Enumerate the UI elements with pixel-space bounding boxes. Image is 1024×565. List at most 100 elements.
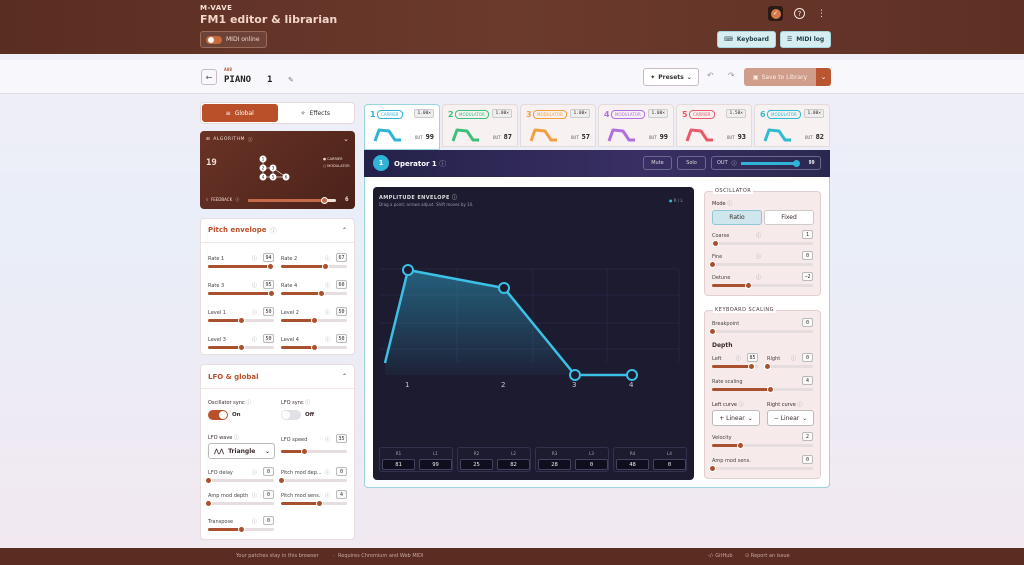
lfo-pitch-mod-dep--param[interactable]: Pitch mod dep... ⓘ 0	[278, 467, 347, 484]
lfo-pitch-mod-sens--value[interactable]: 4	[336, 490, 347, 499]
operator-tab-6[interactable]: 6 MODULATOR 1.00× OUT 82	[754, 104, 830, 147]
solo-button[interactable]: Solo	[677, 156, 706, 170]
mute-button[interactable]: Mute	[643, 156, 672, 170]
level-field-input[interactable]: 99	[419, 459, 452, 470]
operator-tab-5[interactable]: 5 CARRIER 1.50× OUT 93	[676, 104, 752, 147]
tab-global[interactable]: ≡ Global	[202, 104, 278, 122]
pitch-level-1-param[interactable]: Level 1 ⓘ 50	[208, 307, 274, 324]
keyboard-button[interactable]: ⌨ Keyboard	[717, 31, 776, 48]
pitch-envelope-header[interactable]: Pitch envelope ⓘ ⌃	[201, 219, 354, 243]
help-icon[interactable]: ?	[792, 6, 807, 21]
lfo-amp-mod-depth-param[interactable]: Amp mod depth ⓘ 0	[205, 490, 274, 507]
pitch-rate-4-param[interactable]: Rate 4 ⓘ 60	[281, 280, 347, 297]
lfo-lfo-delay-slider[interactable]	[205, 477, 274, 484]
pitch-rate-1-value[interactable]: 94	[263, 253, 274, 262]
operator-tab-4[interactable]: 4 MODULATOR 1.00× OUT 99	[598, 104, 674, 147]
lfo-transpose-slider[interactable]	[208, 526, 274, 533]
pitch-level-1-value[interactable]: 50	[263, 307, 274, 316]
midi-status-toggle[interactable]: MIDI online	[200, 31, 267, 48]
level-field-input[interactable]: 0	[575, 459, 608, 470]
osc-fine-param[interactable]: Fine ⓘ 0	[709, 251, 813, 268]
operator-output-control[interactable]: OUT ⓘ 99	[711, 156, 821, 170]
osc-coarse-value[interactable]: 1	[802, 230, 813, 239]
pitch-level-1-slider[interactable]	[208, 317, 274, 324]
chevron-down-icon[interactable]: ⌄	[343, 135, 349, 143]
mode-fixed-button[interactable]: Fixed	[764, 210, 814, 225]
operator-tab-1[interactable]: 1 CARRIER 1.00× OUT 99	[364, 104, 440, 150]
rate-field-input[interactable]: 48	[616, 459, 649, 470]
more-menu-icon[interactable]: ⋮	[817, 8, 826, 19]
osc-detune-slider[interactable]	[712, 282, 813, 289]
depth-left-param[interactable]: Left ⓘ 85	[712, 353, 758, 370]
pitch-rate-1-slider[interactable]	[208, 263, 275, 270]
osc-detune-param[interactable]: Detune ⓘ −2	[712, 272, 813, 289]
avatar[interactable]: ✓	[768, 6, 783, 21]
lfo-amp-mod-depth-slider[interactable]	[205, 500, 274, 507]
undo-icon[interactable]: ↶	[707, 71, 714, 80]
velocity-param[interactable]: Velocity 2	[712, 432, 813, 449]
pitch-rate-3-value[interactable]: 95	[263, 280, 274, 289]
pitch-level-2-param[interactable]: Level 2 ⓘ 50	[281, 307, 347, 324]
rate-field-input[interactable]: 28	[538, 459, 571, 470]
osc-coarse-slider[interactable]	[712, 240, 813, 247]
redo-icon[interactable]: ↷	[728, 71, 735, 80]
report-issue-link[interactable]: ⊙ Report an issue	[745, 553, 790, 559]
pitch-level-3-slider[interactable]	[208, 344, 274, 351]
back-arrow-icon[interactable]: ←	[201, 69, 217, 85]
pitch-rate-1-param[interactable]: Rate 1 ⓘ 94	[208, 253, 275, 270]
lfo-pitch-mod-sens--slider[interactable]	[281, 500, 347, 507]
pitch-rate-4-value[interactable]: 60	[336, 280, 347, 289]
lfo-pitch-mod-dep--slider[interactable]	[278, 477, 347, 484]
pitch-rate-2-param[interactable]: Rate 2 ⓘ 67	[281, 253, 347, 270]
lfo-transpose-value[interactable]: 0	[263, 516, 274, 525]
pitch-rate-3-slider[interactable]	[208, 290, 275, 297]
github-link[interactable]: ‹/› GitHub	[708, 553, 733, 559]
algorithm-card[interactable]: ⊞ ALGORITHM ⓘ ⌄ 19 1 2 3 4 5 6 ● CARRIER ○…	[200, 131, 355, 209]
pitch-rate-4-slider[interactable]	[281, 290, 347, 297]
pitch-rate-3-param[interactable]: Rate 3 ⓘ 95	[208, 280, 275, 297]
osc-detune-value[interactable]: −2	[802, 272, 813, 281]
pencil-icon[interactable]: ✎	[288, 76, 294, 84]
pitch-level-3-param[interactable]: Level 3 ⓘ 50	[208, 334, 274, 351]
left-curve-select[interactable]: + Linear ⌄	[712, 410, 760, 426]
lfo-amp-mod-depth-value[interactable]: 0	[263, 490, 274, 499]
osc-coarse-param[interactable]: Coarse ⓘ 1	[712, 230, 813, 247]
pitch-rate-2-slider[interactable]	[281, 263, 347, 270]
pitch-level-4-param[interactable]: Level 4 ⓘ 50	[281, 334, 347, 351]
save-to-library-button[interactable]: ▣ Save to Library	[744, 68, 816, 86]
lfo-sync-toggle[interactable]	[281, 410, 301, 420]
lfo-speed-param[interactable]: LFO speed ⓘ 35	[281, 434, 347, 455]
right-curve-select[interactable]: − Linear ⌄	[767, 410, 814, 426]
operator-tab-2[interactable]: 2 MODULATOR 1.00× OUT 87	[442, 104, 518, 147]
lfo-lfo-delay-param[interactable]: LFO delay ⓘ 0	[205, 467, 274, 484]
osc-fine-slider[interactable]	[709, 261, 813, 268]
presets-button[interactable]: ✦ Presets ⌄	[643, 68, 699, 86]
envelope-graph[interactable]	[379, 247, 684, 397]
pitch-rate-2-value[interactable]: 67	[336, 253, 347, 262]
osc-fine-value[interactable]: 0	[802, 251, 813, 260]
lfo-wave-select[interactable]: ⋀⋀ Triangle ⌄	[208, 443, 275, 459]
rate-field-input[interactable]: 25	[460, 459, 493, 470]
pitch-level-4-value[interactable]: 50	[336, 334, 347, 343]
feedback-slider[interactable]	[248, 197, 336, 204]
amp-mod-sens-param[interactable]: Amp mod sens. 0	[709, 455, 813, 472]
lfo-transpose-param[interactable]: Transpose ⓘ 0	[208, 516, 274, 533]
pitch-level-2-value[interactable]: 50	[336, 307, 347, 316]
tab-effects[interactable]: ✧ Effects	[278, 104, 354, 122]
save-dropdown-icon[interactable]: ⌄	[816, 68, 831, 86]
patch-name[interactable]: PIANO	[224, 75, 252, 85]
lfo-lfo-delay-value[interactable]: 0	[263, 467, 274, 476]
lfo-header[interactable]: LFO & global ⌃	[201, 365, 354, 389]
midi-log-button[interactable]: ☰ MIDI log	[780, 31, 831, 48]
breakpoint-param[interactable]: Breakpoint 0	[709, 318, 813, 335]
lfo-pitch-mod-sens--param[interactable]: Pitch mod sens. ⓘ 4	[281, 490, 347, 507]
pitch-level-4-slider[interactable]	[281, 344, 347, 351]
pitch-level-2-slider[interactable]	[281, 317, 347, 324]
osc-sync-toggle[interactable]	[208, 410, 228, 420]
depth-right-param[interactable]: Right ⓘ 0	[764, 353, 813, 370]
rate-field-input[interactable]: 81	[382, 459, 415, 470]
lfo-pitch-mod-dep--value[interactable]: 0	[336, 467, 347, 476]
level-field-input[interactable]: 0	[653, 459, 686, 470]
mode-ratio-button[interactable]: Ratio	[712, 210, 762, 225]
pitch-level-3-value[interactable]: 50	[263, 334, 274, 343]
